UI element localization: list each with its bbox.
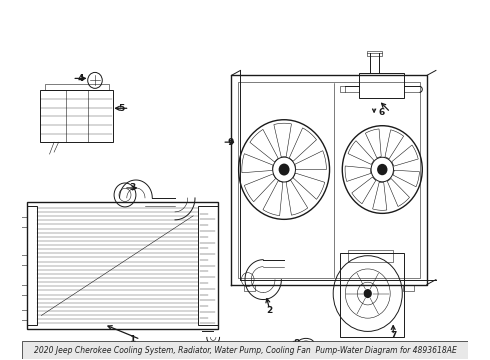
Bar [341, 253, 404, 337]
Bar [238, 82, 420, 278]
Circle shape [279, 163, 290, 176]
Bar [340, 86, 345, 92]
Text: 4: 4 [78, 74, 84, 83]
Bar [359, 73, 404, 98]
Bar [348, 250, 393, 262]
Bar [41, 90, 113, 142]
Text: 2020 Jeep Cherokee Cooling System, Radiator, Water Pump, Cooling Fan  Pump-Water: 2020 Jeep Cherokee Cooling System, Radia… [33, 346, 457, 355]
Text: 8: 8 [293, 339, 299, 348]
Bar [367, 50, 382, 57]
Bar [198, 206, 218, 325]
Bar [27, 202, 218, 329]
Bar [22, 341, 468, 359]
Text: 5: 5 [118, 104, 124, 113]
Circle shape [377, 164, 388, 175]
Bar [45, 84, 109, 90]
Text: 9: 9 [228, 138, 234, 147]
Text: 7: 7 [390, 332, 396, 341]
Bar [27, 206, 37, 325]
Text: 3: 3 [129, 184, 136, 193]
Text: 2: 2 [267, 306, 272, 315]
Bar [403, 285, 414, 291]
Text: 1: 1 [129, 335, 135, 344]
Text: 6: 6 [379, 108, 385, 117]
Circle shape [364, 289, 372, 298]
Bar [244, 285, 255, 291]
